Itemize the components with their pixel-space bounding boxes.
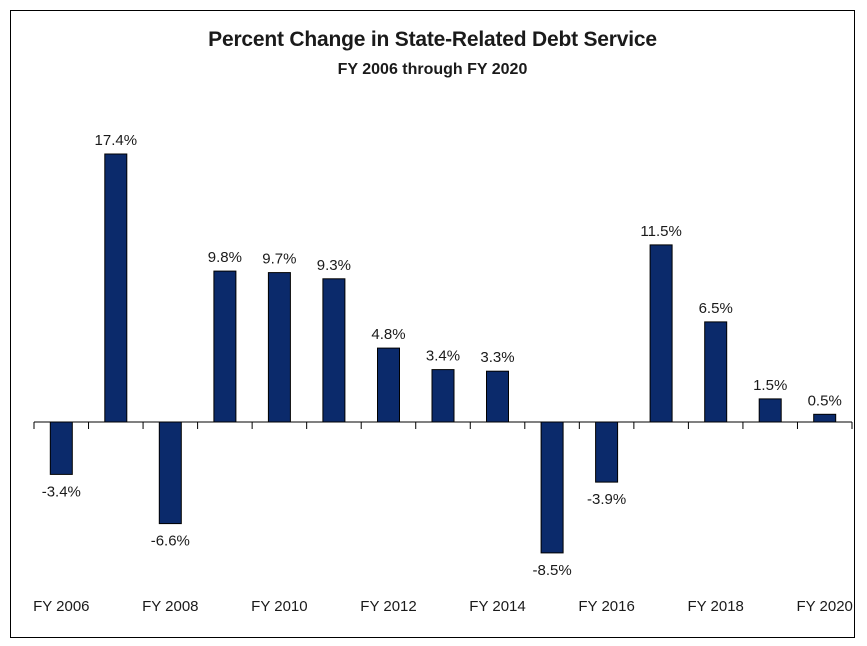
chart-title: Percent Change in State-Related Debt Ser… bbox=[208, 28, 657, 51]
data-label: 3.3% bbox=[480, 349, 514, 366]
bar-fy-2009 bbox=[213, 270, 237, 423]
bar-fy-2007 bbox=[104, 153, 128, 423]
data-label: 9.8% bbox=[208, 249, 242, 266]
data-label: 0.5% bbox=[808, 392, 842, 409]
bar-fy-2006 bbox=[49, 421, 73, 475]
x-tick-label: FY 2014 bbox=[469, 598, 525, 615]
x-tick-label: FY 2008 bbox=[142, 598, 198, 615]
data-label: -3.9% bbox=[587, 491, 626, 508]
data-label: 4.8% bbox=[371, 326, 405, 343]
bar-fy-2012 bbox=[377, 347, 400, 423]
bar-fy-2018 bbox=[704, 321, 728, 423]
x-tick-label: FY 2016 bbox=[578, 598, 634, 615]
chart-subtitle: FY 2006 through FY 2020 bbox=[337, 61, 528, 78]
bar-fy-2014 bbox=[486, 370, 509, 423]
x-tick-label: FY 2018 bbox=[687, 598, 743, 615]
x-tick-labels-group: FY 2006 FY 2008 FY 2010 FY 2012 FY 2014 FY 20… bbox=[33, 598, 853, 615]
bar-fy-2008 bbox=[158, 421, 182, 525]
data-label: 9.3% bbox=[317, 257, 351, 274]
x-axis bbox=[33, 421, 853, 429]
bar-fy-2011 bbox=[322, 278, 346, 423]
data-label: 9.7% bbox=[262, 251, 296, 268]
data-label: -6.6% bbox=[151, 533, 190, 550]
bar-fy-2020 bbox=[813, 413, 837, 423]
data-labels-group: -3.4% 17.4% -6.6% 9.8% 9.7% 9.3% 4.8% 3.4% 3.3% -… bbox=[42, 132, 842, 579]
bar-fy-2013 bbox=[431, 369, 455, 423]
bar-fy-2010 bbox=[267, 272, 291, 423]
bars-group bbox=[49, 153, 837, 554]
data-label: 6.5% bbox=[699, 300, 733, 317]
data-label: 11.5% bbox=[640, 223, 681, 240]
x-tick-label: FY 2006 bbox=[33, 598, 89, 615]
data-label: 3.4% bbox=[426, 348, 460, 365]
data-label: -3.4% bbox=[42, 483, 81, 500]
bar-fy-2016 bbox=[595, 421, 619, 483]
x-tick-label: FY 2010 bbox=[251, 598, 307, 615]
bar-fy-2015 bbox=[540, 421, 564, 554]
bar-fy-2017 bbox=[649, 244, 673, 423]
data-label: -8.5% bbox=[533, 562, 572, 579]
bar-fy-2019 bbox=[758, 398, 782, 423]
x-tick-label: FY 2012 bbox=[360, 598, 416, 615]
data-label: 1.5% bbox=[753, 377, 787, 394]
data-label: 17.4% bbox=[95, 132, 138, 149]
x-tick-label: FY 2020 bbox=[796, 598, 852, 615]
